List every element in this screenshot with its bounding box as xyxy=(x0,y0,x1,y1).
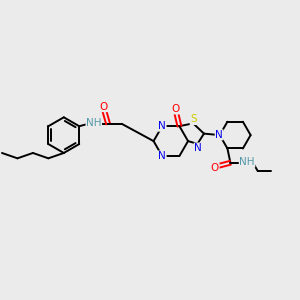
Text: N: N xyxy=(158,121,166,131)
Text: O: O xyxy=(211,163,219,173)
Text: NH: NH xyxy=(239,157,255,167)
Text: S: S xyxy=(190,115,197,124)
Text: N: N xyxy=(158,151,166,161)
Text: O: O xyxy=(100,102,108,112)
Text: N: N xyxy=(215,130,223,140)
Text: O: O xyxy=(172,104,180,114)
Text: NH: NH xyxy=(86,118,102,128)
Text: N: N xyxy=(194,143,202,153)
